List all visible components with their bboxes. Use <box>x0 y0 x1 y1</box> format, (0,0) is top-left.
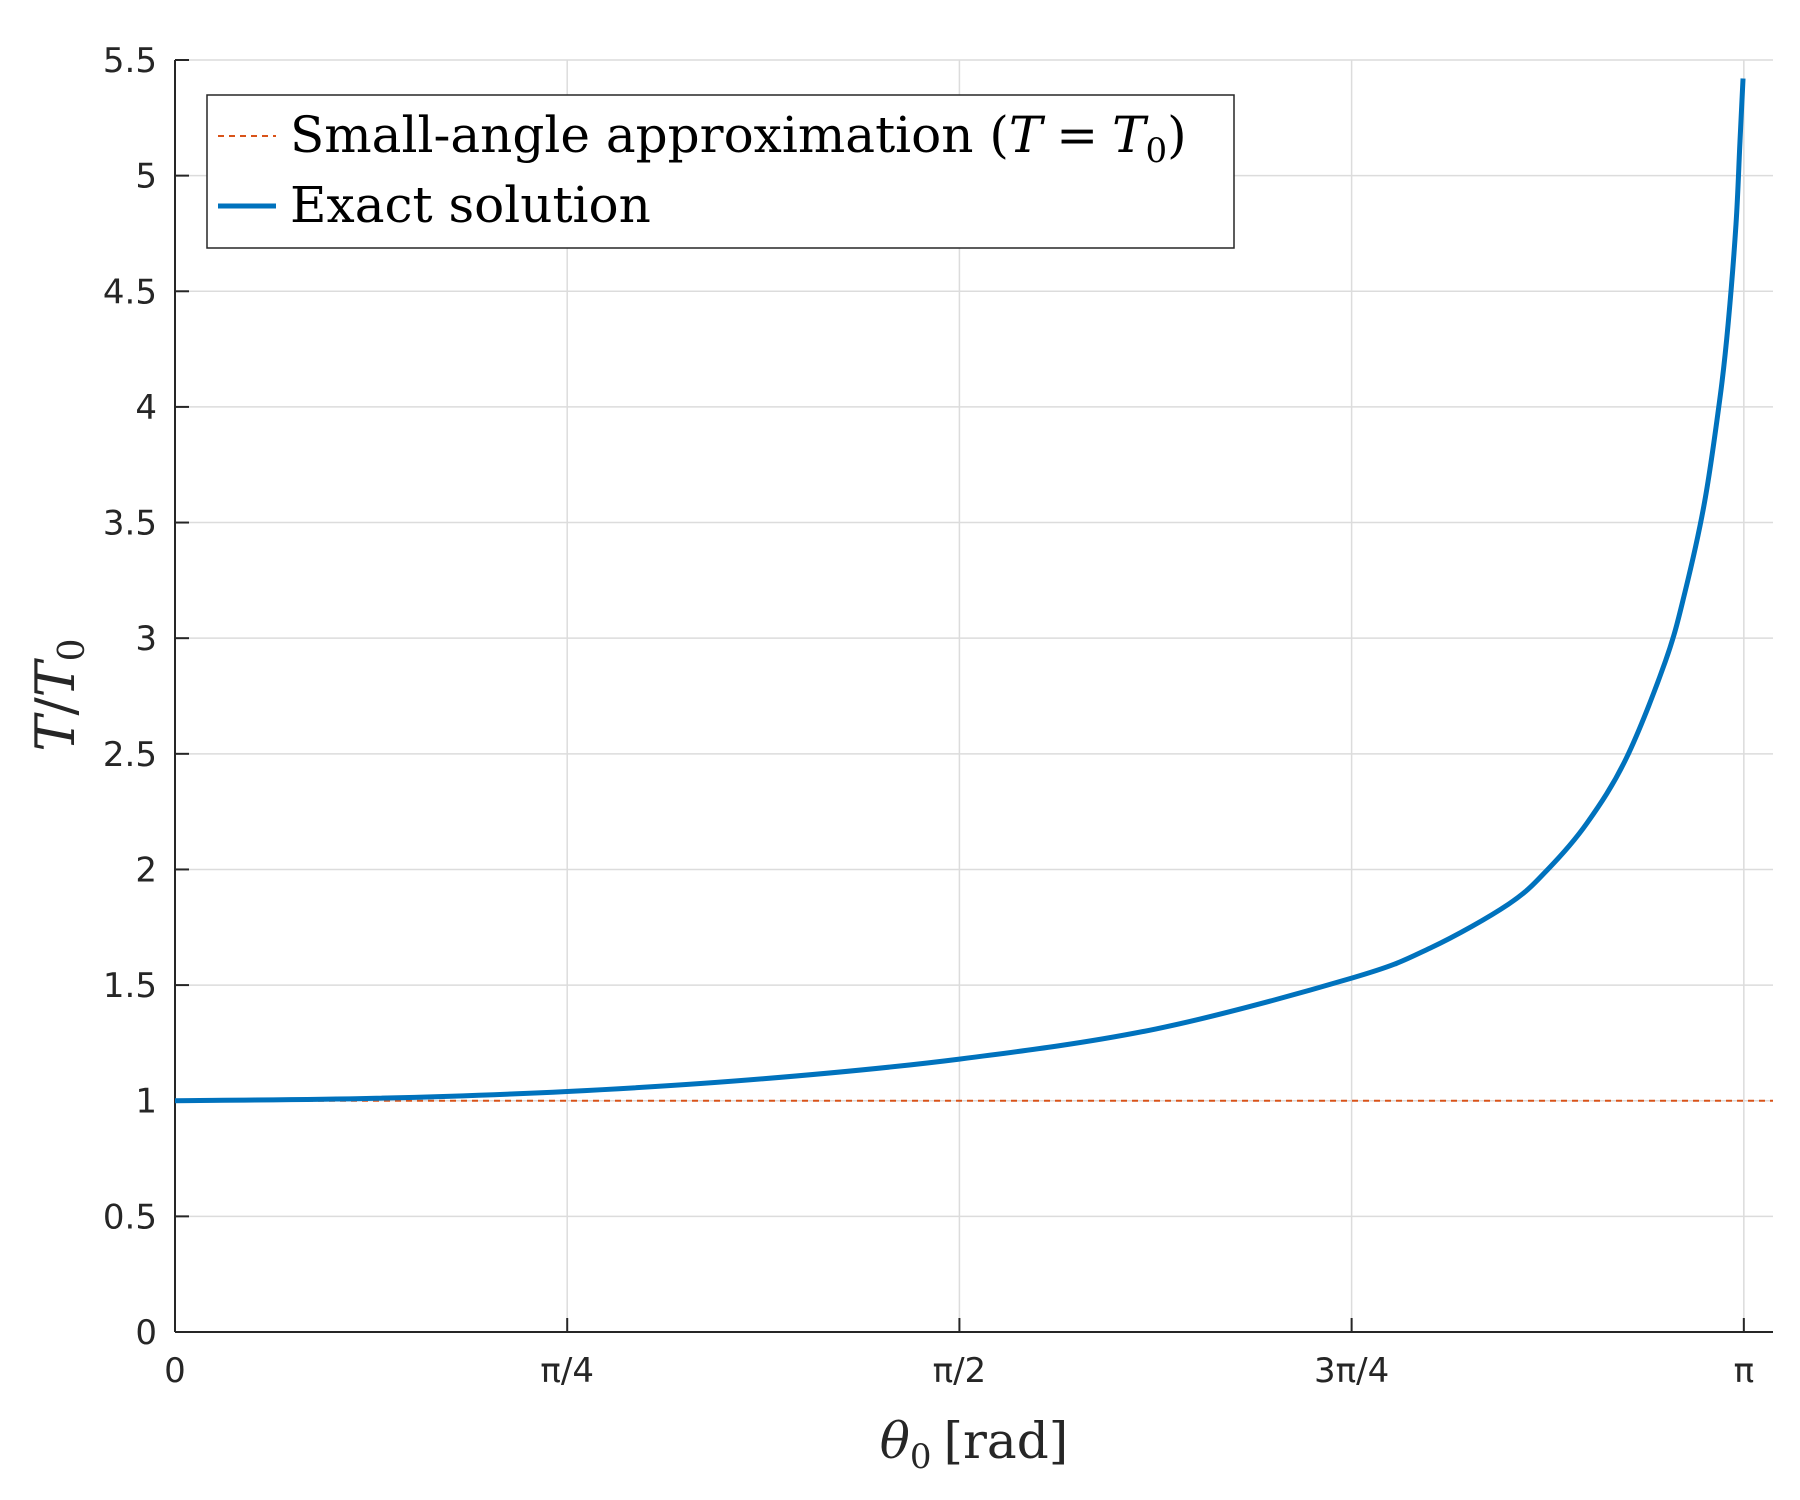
y-tick-label: 5.5 <box>103 41 157 81</box>
x-axis-title: θ0 [rad] <box>880 1412 1068 1477</box>
legend-math-eq: = <box>1056 106 1098 164</box>
legend-label-small-angle-text: Small-angle approximation ( <box>290 106 1009 164</box>
legend-box <box>206 94 1235 249</box>
series-layer <box>174 78 1773 1104</box>
x-tick-labels: 0 π/4 π/2 3π/4 π <box>164 1351 1754 1391</box>
x-tick-label: π/2 <box>933 1351 987 1391</box>
legend-label-exact: Exact solution <box>290 176 651 234</box>
x-tick-label: 3π/4 <box>1314 1351 1389 1391</box>
y-tick-label: 0.5 <box>103 1197 157 1237</box>
legend-label-small-angle: Small-angle approximation (T = T0) <box>290 106 1187 171</box>
y-axis-title-subscript: 0 <box>52 638 93 661</box>
y-tick-label: 2 <box>135 850 157 890</box>
y-axis-title: T/T0 <box>24 638 93 751</box>
y-tick-labels: 0 0.5 1 1.5 2 2.5 3 3.5 4 4.5 5 5.5 <box>103 41 157 1353</box>
x-tick-label: π <box>1734 1351 1754 1391</box>
x-tick-label: 0 <box>164 1351 186 1391</box>
legend-math-tail: ) <box>1167 106 1187 164</box>
y-tick-label: 3.5 <box>103 504 157 544</box>
legend-math-lhs: T <box>1009 106 1046 164</box>
y-tick-label: 1 <box>135 1082 157 1122</box>
y-tick-label: 4.5 <box>103 272 157 312</box>
x-tick-label: π/4 <box>540 1351 594 1391</box>
y-tick-label: 1.5 <box>103 966 157 1006</box>
x-axis-title-subscript: 0 <box>910 1437 932 1477</box>
y-tick-label: 5 <box>135 157 157 197</box>
y-axis-title-num: T <box>24 712 87 752</box>
y-tick-label: 2.5 <box>103 735 157 775</box>
y-tick-label: 0 <box>135 1313 157 1353</box>
y-axis-title-slash: / <box>24 697 87 716</box>
legend: Small-angle approximation (T = T0) Exact s… <box>206 94 1235 249</box>
series-exact-line <box>174 78 1746 1104</box>
axes <box>174 60 1773 1333</box>
x-axis-title-unit: [rad] <box>944 1412 1069 1470</box>
plot-area <box>175 60 1773 1332</box>
legend-math-sub: 0 <box>1146 131 1168 171</box>
x-axis-title-symbol: θ <box>880 1412 910 1470</box>
y-tick-label: 4 <box>135 388 157 428</box>
y-axis-title-den: T <box>24 657 87 697</box>
y-tick-label: 3 <box>135 619 157 659</box>
legend-math-rhs: T <box>1112 106 1149 164</box>
